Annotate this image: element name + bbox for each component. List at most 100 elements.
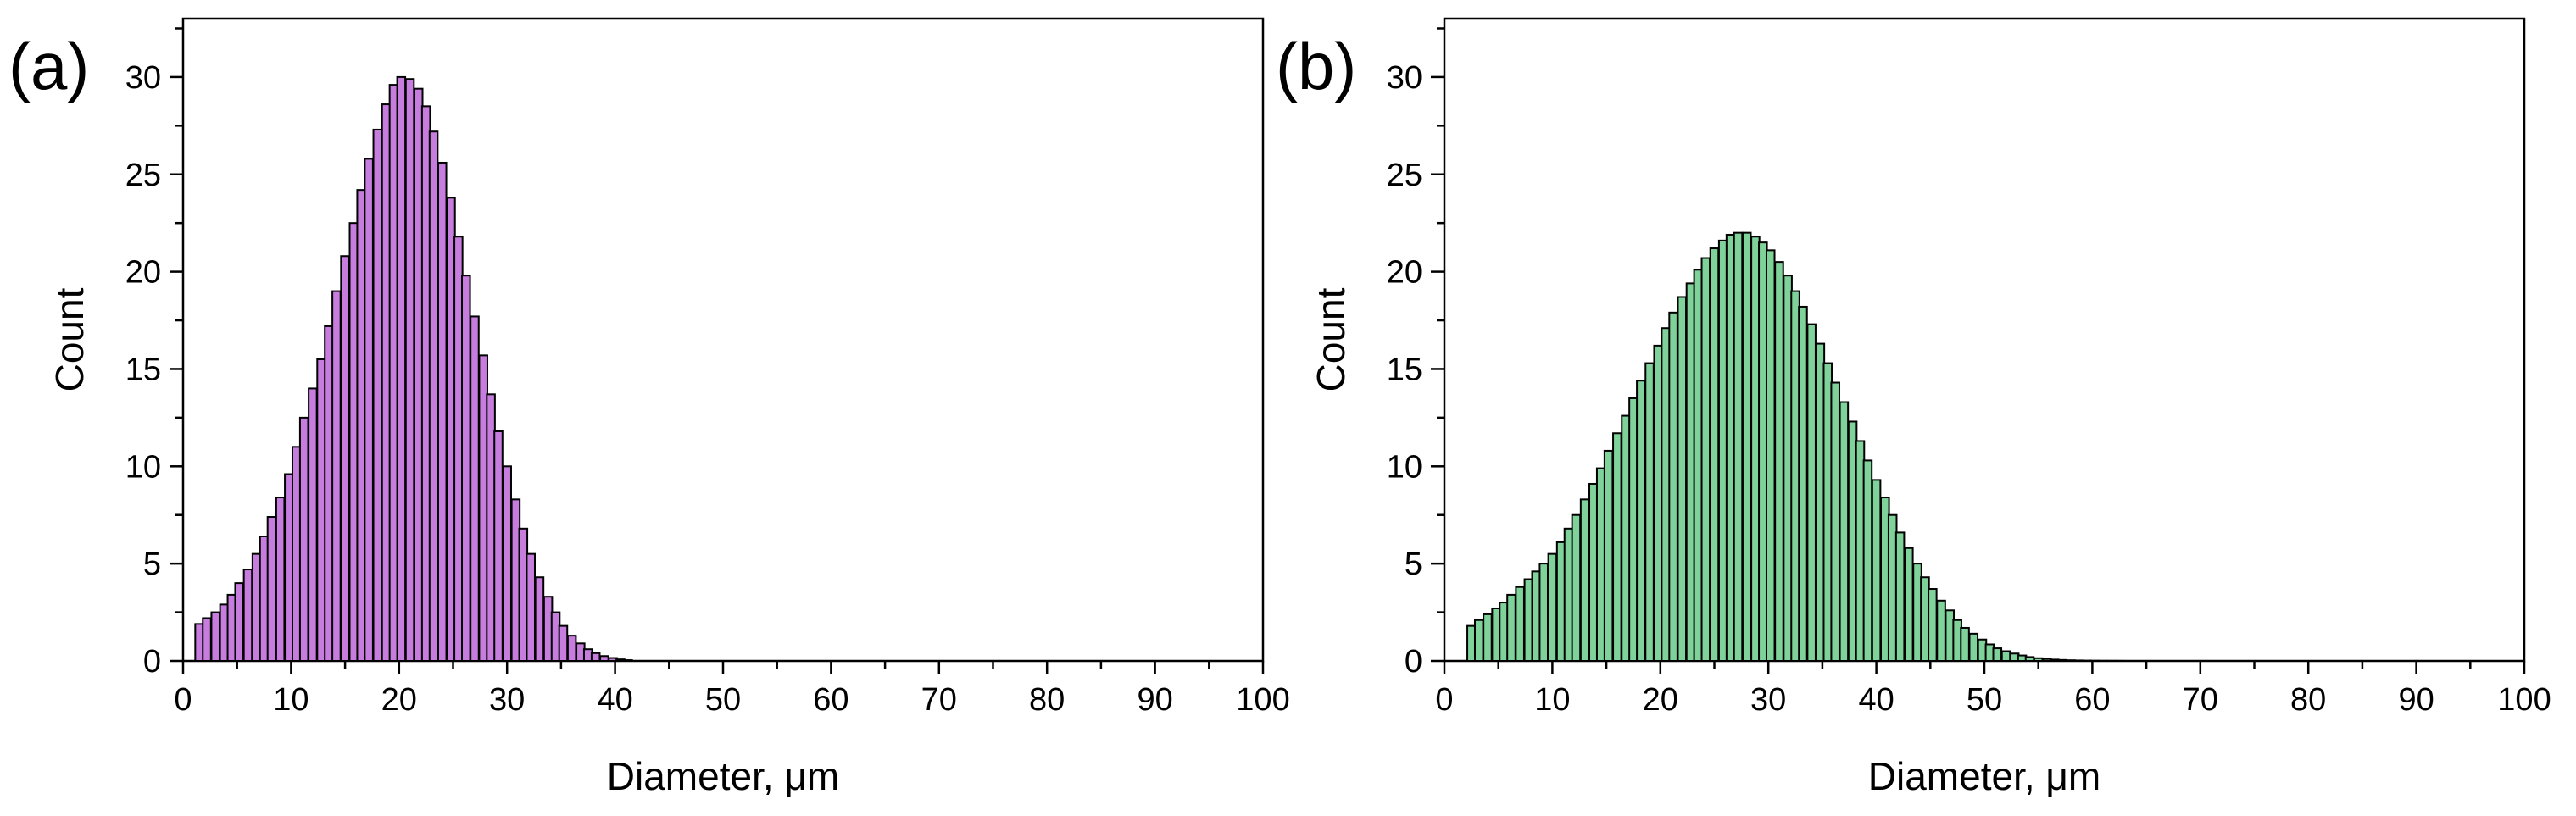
histogram-bar [364, 158, 374, 662]
histogram-bar [566, 635, 577, 663]
histogram-bar [1904, 547, 1914, 662]
y-tick-label: 20 [125, 255, 161, 291]
histogram-panel-a: 0 10 20 30 40 50 60 70 80 90 100 0 5 10 15 20 25 30 Diamet… [8, 17, 1290, 798]
histogram-bar [534, 576, 545, 662]
x-tick-label: 70 [2183, 682, 2218, 718]
histogram-bar [1936, 599, 1946, 663]
x-tick-label: 40 [1858, 682, 1894, 718]
histogram-bar [558, 624, 569, 662]
histogram-bar [1700, 257, 1711, 662]
histogram-bar [298, 416, 309, 662]
x-tick-label: 80 [2290, 682, 2326, 718]
histogram-bar [1636, 380, 1646, 662]
y-axis-label: Count [47, 287, 92, 391]
histogram-bar [1603, 449, 1614, 662]
histogram-bar [1960, 626, 1970, 663]
histogram-bar [1538, 563, 1549, 662]
histogram-bar [1871, 479, 1882, 663]
histogram-bar [1644, 362, 1655, 662]
histogram-bar [1928, 588, 1938, 663]
x-tick-label: 90 [1137, 682, 1172, 718]
histogram-bar [404, 78, 415, 663]
histogram-bar [526, 552, 537, 663]
x-axis-label: Diameter, μm [1868, 754, 2100, 798]
histogram-bar [623, 659, 633, 663]
histogram-bar [428, 130, 439, 662]
histogram-bar [493, 430, 504, 662]
x-tick-label: 60 [813, 682, 848, 718]
histogram-bar [1709, 247, 1720, 662]
histogram-bar [1677, 296, 1688, 662]
x-tick-label: 20 [1643, 682, 1678, 718]
x-tick-label: 60 [2074, 682, 2110, 718]
x-tick-label: 90 [2398, 682, 2434, 718]
histogram-bar [502, 465, 512, 663]
x-tick-label: 100 [1236, 682, 1289, 718]
x-tick-label: 50 [1967, 682, 2002, 718]
y-tick-label: 15 [1387, 352, 1422, 387]
y-tick-label: 10 [1387, 449, 1422, 485]
histogram-bar [1992, 647, 2003, 663]
histogram-bar [1483, 613, 1493, 663]
y-tick-label: 25 [1387, 158, 1422, 193]
histogram-bar [202, 617, 212, 663]
histogram-bar [2056, 658, 2067, 662]
y-tick-label: 15 [125, 352, 161, 387]
x-tick-label: 70 [921, 682, 957, 718]
panel-label: (b) [1276, 29, 1356, 103]
y-axis-label: Count [1309, 287, 1353, 391]
histogram-bar [1806, 323, 1817, 662]
histogram-bar [1733, 231, 1744, 662]
histogram-bar [1473, 619, 1484, 662]
x-axis-label: Diameter, μm [607, 754, 839, 798]
histogram-bar [1798, 305, 1808, 662]
histogram-bar [242, 569, 253, 662]
histogram-bar [1515, 586, 1525, 662]
panel-label: (a) [8, 29, 89, 103]
histogram-bar [2024, 656, 2035, 663]
histogram-bar [1668, 311, 1678, 662]
x-tick-label: 30 [489, 682, 525, 718]
x-tick-label: 50 [705, 682, 741, 718]
histogram-bar [1862, 459, 1873, 662]
histogram-bar [1894, 531, 1906, 663]
histogram-bar [599, 655, 609, 662]
x-tick-label: 0 [174, 682, 192, 718]
x-tick-label: 0 [1435, 682, 1453, 718]
histogram-bar [1765, 249, 1776, 662]
y-tick-label: 30 [1387, 60, 1422, 96]
histogram-bar [210, 611, 220, 662]
histogram-bar [308, 387, 318, 662]
y-tick-label: 20 [1387, 255, 1422, 291]
x-tick-label: 30 [1750, 682, 1786, 718]
histogram-bar [372, 128, 383, 663]
x-tick-label: 20 [381, 682, 417, 718]
histogram-bar [590, 652, 601, 663]
y-tick-label: 0 [143, 644, 161, 680]
histogram-bar [340, 255, 350, 662]
histogram-bar [331, 290, 342, 662]
histogram-bar [1741, 231, 1752, 662]
y-tick-label: 5 [1405, 547, 1422, 582]
histogram-bar [2033, 657, 2044, 662]
histogram-bar [1547, 552, 1558, 663]
histogram-bar [2000, 650, 2011, 662]
histogram-bar [461, 275, 471, 662]
x-tick-label: 10 [273, 682, 309, 718]
histogram-bar [1571, 513, 1582, 663]
histogram-bar [234, 582, 245, 662]
histogram-bar [1830, 381, 1840, 662]
histogram-bar [266, 516, 277, 662]
y-tick-label: 5 [143, 547, 161, 582]
y-tick-label: 25 [125, 158, 161, 193]
histogram-bar [396, 75, 407, 662]
histogram-bar [1579, 498, 1590, 662]
histogram-bar [1968, 632, 1979, 662]
histogram-bar [1839, 401, 1850, 662]
histogram-bar [470, 315, 480, 662]
x-tick-label: 100 [2497, 682, 2551, 718]
y-tick-label: 30 [125, 60, 161, 96]
x-tick-label: 80 [1029, 682, 1065, 718]
histogram-bar [1506, 593, 1516, 662]
